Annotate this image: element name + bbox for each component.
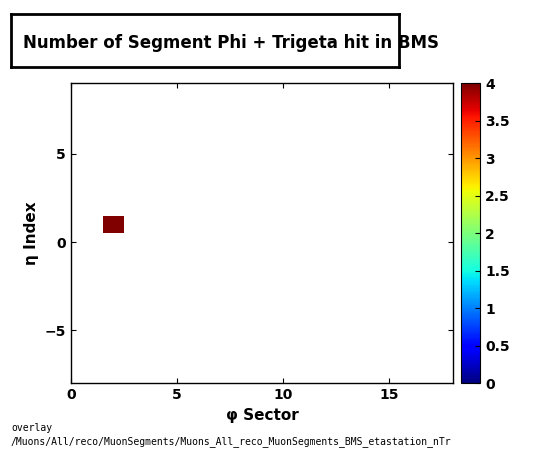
- Text: /Muons/All/reco/MuonSegments/Muons_All_reco_MuonSegments_BMS_etastation_nTr: /Muons/All/reco/MuonSegments/Muons_All_r…: [11, 437, 452, 448]
- Text: Number of Segment Phi + Trigeta hit in BMS: Number of Segment Phi + Trigeta hit in B…: [22, 34, 438, 52]
- Bar: [103, 216, 124, 233]
- X-axis label: φ Sector: φ Sector: [225, 408, 299, 423]
- Y-axis label: η Index: η Index: [24, 201, 39, 265]
- Text: overlay: overlay: [11, 423, 52, 433]
